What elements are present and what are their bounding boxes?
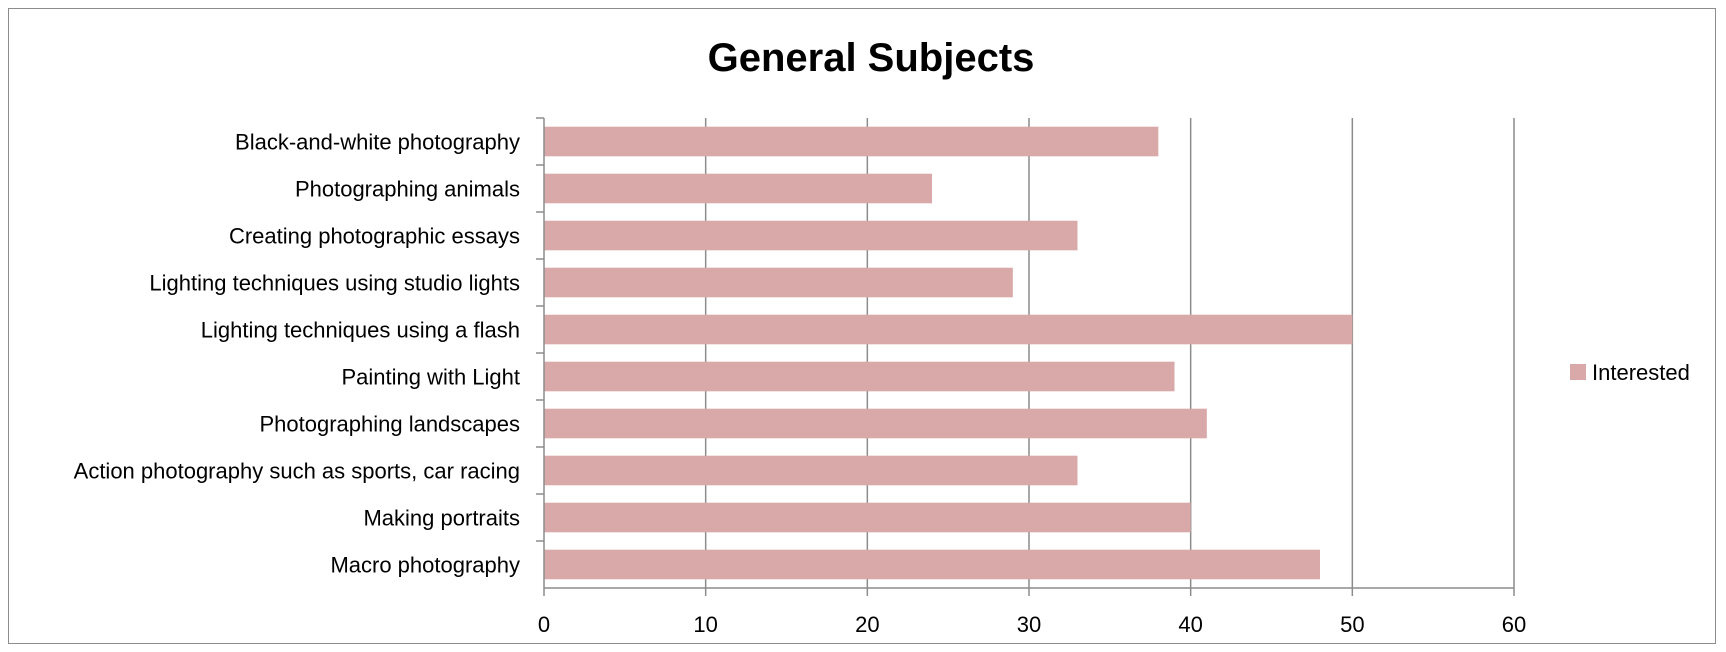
legend-label: Interested [1592,360,1690,385]
legend-swatch [1570,364,1586,380]
legend: Interested [1570,360,1690,385]
category-label: Lighting techniques using studio lights [149,271,520,296]
category-label: Making portraits [363,506,520,531]
bar [544,408,1207,439]
x-tick-label: 60 [1502,612,1526,637]
x-tick-label: 20 [855,612,879,637]
category-label: Photographing animals [295,177,520,202]
chart-title: General Subjects [708,36,1035,80]
category-label: Action photography such as sports, car r… [74,459,520,484]
bar [544,126,1159,157]
bar [544,455,1078,486]
x-tick-labels: 0 10 20 30 40 50 60 [538,612,1526,637]
x-tick-label: 0 [538,612,550,637]
bar [544,549,1320,580]
category-labels: Black-and-white photography Photographing… [74,130,520,578]
bars [544,126,1353,580]
bar [544,502,1191,533]
category-label: Photographing landscapes [259,412,520,437]
bar [544,314,1353,345]
category-label: Black-and-white photography [235,130,520,155]
x-tick-label: 40 [1178,612,1202,637]
axes [536,117,1515,596]
bar [544,220,1078,251]
bar [544,267,1013,298]
category-label: Painting with Light [341,365,520,390]
x-tick-label: 10 [693,612,717,637]
category-label: Creating photographic essays [229,224,520,249]
x-tick-label: 30 [1017,612,1041,637]
category-label: Lighting techniques using a flash [201,318,520,343]
bar [544,173,932,204]
x-tick-label: 50 [1340,612,1364,637]
category-label: Macro photography [330,553,520,578]
bar [544,361,1175,392]
